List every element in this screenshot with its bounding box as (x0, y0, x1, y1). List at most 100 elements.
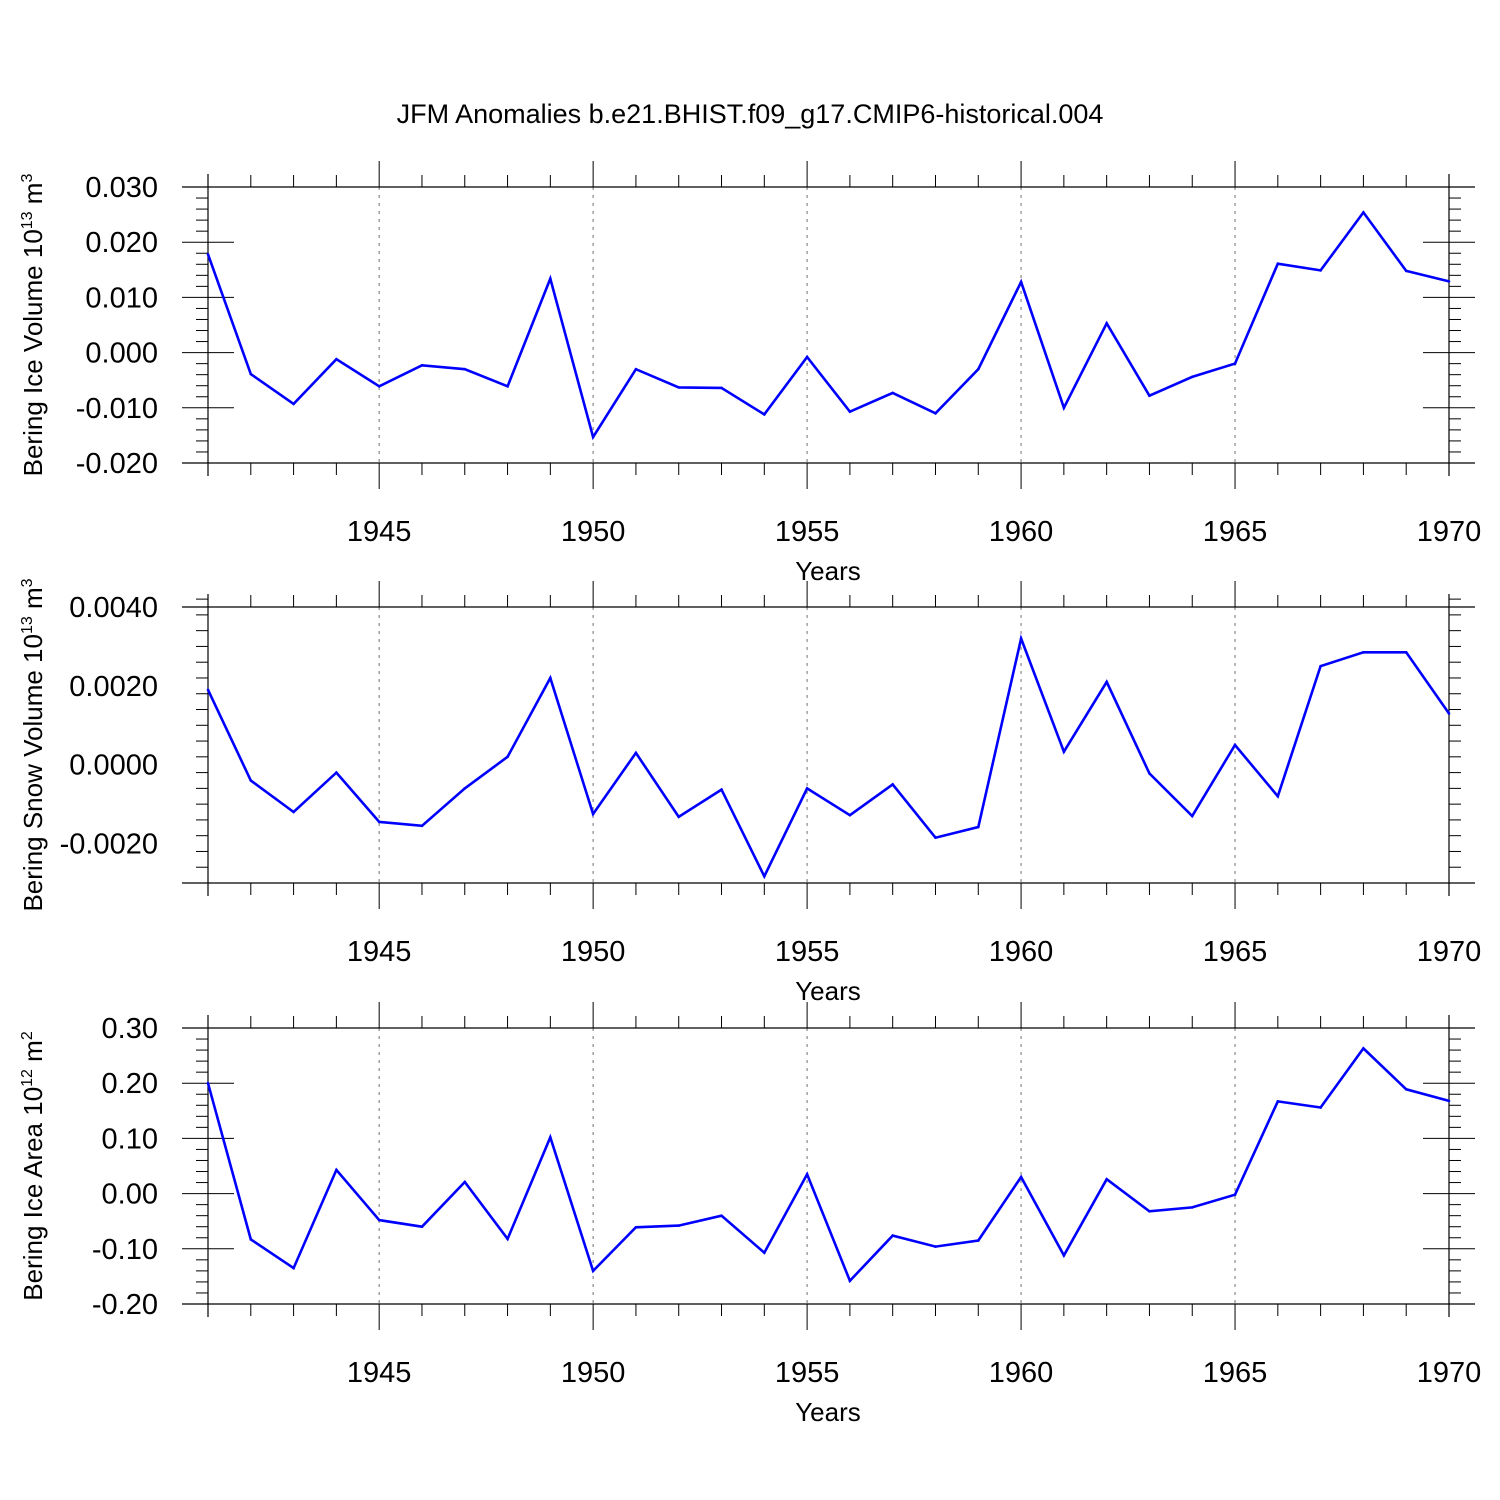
data-point (292, 810, 295, 814)
data-point (891, 391, 894, 395)
chart-title: JFM Anomalies b.e21.BHIST.f09_g17.CMIP6-… (397, 99, 1104, 129)
data-point (1404, 269, 1408, 273)
y-tick-label: -0.10 (92, 1234, 158, 1266)
data-point (292, 402, 295, 406)
data-point (891, 783, 894, 786)
data-point (377, 1218, 381, 1222)
y-label-exp: 13 (19, 211, 36, 229)
data-point (805, 1172, 809, 1176)
data-point (805, 787, 809, 790)
y-axis-label: Bering Ice Volume 1013 m3 (18, 174, 48, 477)
series-line (206, 210, 1450, 441)
data-point (335, 1168, 338, 1172)
y-label-main: Bering Ice Volume 10 (18, 229, 48, 476)
data-point (1362, 1047, 1365, 1050)
data-point (1233, 743, 1237, 747)
data-point (591, 1269, 595, 1273)
y-tick-label: 0.00 (102, 1179, 158, 1211)
data-point (720, 386, 723, 390)
data-point (763, 1251, 766, 1254)
x-tick-label: 1955 (775, 1357, 840, 1389)
data-point (1319, 1106, 1322, 1109)
data-point (677, 1224, 681, 1227)
x-tick-label: 1945 (347, 1357, 412, 1389)
data-point (1276, 262, 1280, 266)
x-tick-label: 1955 (775, 516, 840, 548)
data-point (634, 1225, 638, 1229)
y-tick-label: 0.030 (85, 172, 158, 204)
data-point (677, 386, 681, 389)
data-point (506, 384, 509, 388)
panel-2: -0.0020 0.0000 0.0020 0.0040 1945 1950 1955 196… (18, 578, 1481, 1006)
y-label-main: Bering Snow Volume 10 (18, 634, 48, 912)
x-axis-label: Years (795, 556, 861, 586)
y-tick-label: -0.010 (76, 393, 158, 425)
data-point (463, 367, 467, 371)
data-point (1148, 772, 1151, 775)
panels: -0.020 -0.010 0.000 0.010 0.020 0.030 1945 1950… (18, 161, 1481, 1427)
data-point (1148, 394, 1151, 397)
y-tick-label: 0.0000 (69, 750, 158, 782)
data-point (976, 367, 980, 371)
panel-1: -0.020 -0.010 0.000 0.010 0.020 0.030 1945 1950… (18, 161, 1481, 586)
data-point (1190, 375, 1194, 379)
data-point (420, 363, 424, 367)
data-point (1105, 1177, 1108, 1181)
data-point (1105, 322, 1108, 325)
data-point (1062, 1254, 1066, 1257)
series-line (206, 1046, 1450, 1284)
data-point (1404, 651, 1408, 654)
data-point (1019, 1175, 1023, 1179)
x-tick-label: 1965 (1203, 936, 1268, 968)
data-point (1362, 651, 1365, 654)
data-point (1062, 750, 1066, 754)
x-tick-label: 1960 (989, 936, 1054, 968)
y-tick-label: 0.20 (102, 1068, 158, 1100)
x-tick-label: 1970 (1417, 1357, 1482, 1389)
x-tick-label: 1945 (347, 516, 412, 548)
data-point (591, 812, 595, 816)
data-point (720, 788, 723, 791)
x-axis-label: Years (795, 1397, 861, 1427)
data-point (292, 1266, 295, 1270)
data-point (1447, 1099, 1451, 1103)
y-tick-label: 0.10 (102, 1123, 158, 1155)
y-tick-label: 0.010 (85, 282, 158, 314)
y-label-unit-exp: 3 (19, 174, 36, 183)
data-point (1105, 680, 1108, 684)
data-point (1276, 1100, 1280, 1103)
data-point (848, 813, 852, 817)
data-point (549, 676, 552, 680)
data-point (805, 355, 809, 359)
data-point (1019, 637, 1023, 640)
data-point (677, 815, 681, 819)
data-point (506, 755, 509, 759)
y-tick-label: -0.0020 (60, 829, 158, 861)
y-label-unit: m (18, 183, 48, 212)
y-label-unit-exp: 3 (19, 578, 36, 587)
data-point (463, 1180, 467, 1184)
data-point (1362, 211, 1365, 214)
data-point (763, 874, 766, 878)
data-point (335, 771, 338, 774)
x-tick-label: 1970 (1417, 516, 1482, 548)
data-point (1190, 814, 1194, 818)
data-point (591, 435, 595, 439)
series-line (206, 634, 1451, 880)
data-point (848, 1279, 852, 1283)
y-tick-label: -0.20 (92, 1289, 158, 1321)
x-tick-label: 1960 (989, 516, 1054, 548)
y-axis-label: Bering Ice Area 1012 m2 (18, 1031, 48, 1301)
y-axis-label: Bering Snow Volume 1013 m3 (18, 578, 48, 911)
data-point (934, 412, 937, 415)
data-point (891, 1234, 894, 1237)
data-point (249, 779, 253, 782)
x-tick-label: 1950 (561, 516, 626, 548)
data-point (420, 824, 424, 828)
y-tick-label: 0.30 (102, 1013, 158, 1045)
data-point (976, 1239, 980, 1242)
data-point (1148, 1209, 1151, 1213)
data-point (1019, 280, 1023, 284)
y-label-exp: 12 (19, 1069, 36, 1087)
